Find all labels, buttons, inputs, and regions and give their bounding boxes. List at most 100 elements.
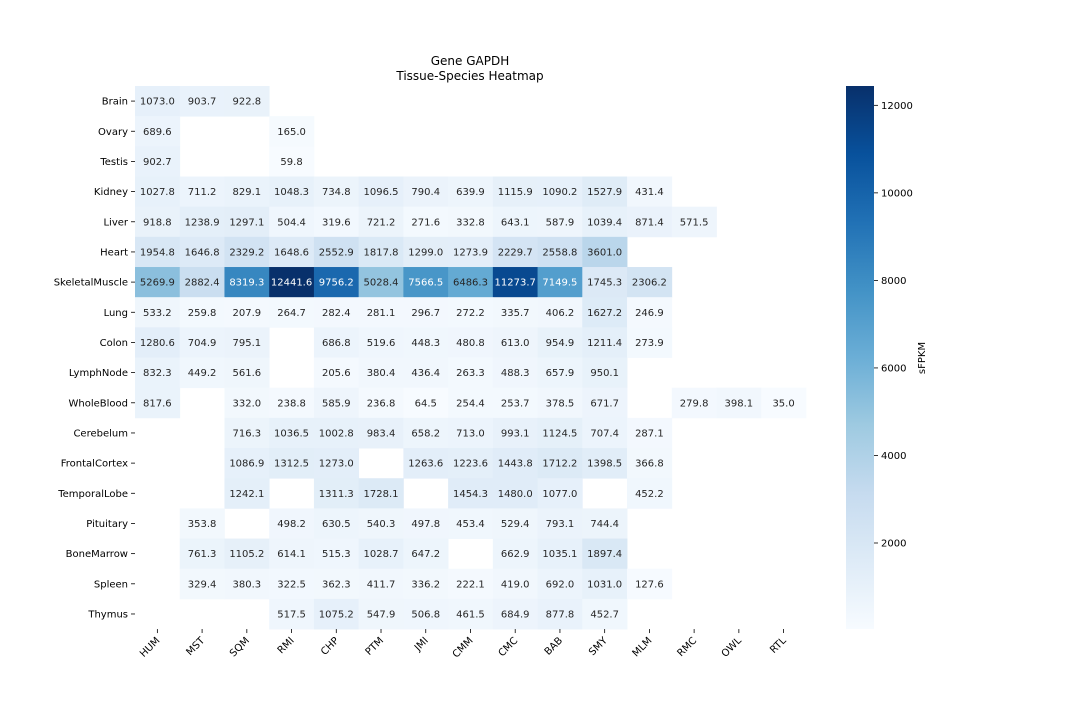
cell-value-label: 380.4 (367, 368, 396, 379)
cell-value-label: 1627.2 (587, 308, 622, 319)
cell-value-label: 205.6 (322, 368, 351, 379)
heatmap-cell (358, 538, 404, 570)
cell-value-label: 448.3 (411, 338, 440, 349)
heatmap-cell (492, 478, 538, 509)
cell-value-label: 127.6 (635, 579, 664, 590)
cell-value-label: 613.0 (501, 338, 530, 349)
row-label: Thymus (87, 609, 128, 620)
colorbar: 2000 4000 6000 8000 10000 12000 sFPKM (846, 86, 928, 629)
heatmap-cell (492, 176, 538, 208)
cell-value-label: 1031.0 (587, 579, 622, 590)
colorbar-tick-label: 8000 (881, 276, 906, 287)
cell-value-label: 744.4 (590, 519, 619, 530)
cell-value-label: 12441.6 (271, 278, 312, 289)
column-labels: HUM MST SQM RMI CHP PTM JMI CMM CMC BAB SMY MLM RMC O… (138, 629, 789, 660)
chart-subtitle: Tissue-Species Heatmap (395, 69, 543, 83)
heatmap-cell (627, 297, 673, 328)
heatmap-cell (179, 538, 225, 570)
heatmap-cell (448, 387, 494, 419)
heatmap-cell (492, 538, 538, 570)
heatmap-cell (403, 267, 449, 298)
cell-value-label: 1312.5 (274, 459, 309, 470)
heatmap-cell (403, 236, 449, 268)
colorbar-tick-label: 10000 (881, 188, 913, 199)
heatmap-cell (224, 357, 270, 389)
row-label: Kidney (94, 187, 128, 198)
cell-value-label: 903.7 (188, 97, 217, 108)
row-label: Brain (102, 97, 128, 108)
heatmap-cell (135, 146, 181, 177)
heatmap-cell (492, 206, 538, 238)
heatmap-cell (224, 387, 270, 419)
heatmap-cell (492, 297, 538, 328)
heatmap-cell (537, 387, 583, 419)
heatmap-cell (269, 538, 315, 570)
heatmap-cell (403, 297, 449, 328)
heatmap-cell (492, 508, 538, 539)
heatmap-cell (403, 598, 449, 630)
heatmap-cell (582, 538, 628, 570)
heatmap-cell (448, 297, 494, 328)
heatmap-cell (135, 267, 181, 298)
heatmap-cell (403, 508, 449, 539)
cell-value-label: 1745.3 (587, 278, 622, 289)
heatmap-cell (537, 478, 583, 509)
heatmap-cell (448, 508, 494, 539)
cell-value-label: 1115.9 (498, 187, 533, 198)
cell-value-label: 9756.2 (319, 278, 354, 289)
row-label: Cerebelum (73, 428, 128, 439)
cell-value-label: 6486.3 (453, 278, 488, 289)
cell-value-label: 1954.8 (140, 247, 175, 258)
heatmap-cell (537, 267, 583, 298)
cell-value-label: 353.8 (188, 519, 217, 530)
cell-value-label: 1299.0 (408, 247, 443, 258)
column-label: JMI (412, 635, 431, 654)
heatmap-cell (448, 267, 494, 298)
heatmap-cell (582, 206, 628, 238)
heatmap-cell (135, 236, 181, 268)
column-label: RMC (676, 635, 700, 659)
heatmap-cell (537, 206, 583, 238)
heatmap-cell (224, 297, 270, 328)
heatmap-cell (537, 417, 583, 449)
cell-value-label: 480.8 (456, 338, 485, 349)
heatmap-cell (492, 598, 538, 630)
heatmap-cell (269, 387, 315, 419)
heatmap-cell (313, 387, 360, 419)
cell-value-label: 829.1 (233, 187, 262, 198)
heatmap-cell (135, 297, 181, 328)
heatmap-cell (492, 267, 538, 298)
heatmap-cell (448, 206, 494, 238)
column-label: OWL (720, 635, 745, 660)
cell-value-label: 1096.5 (364, 187, 399, 198)
cell-value-label: 1527.9 (587, 187, 622, 198)
cell-value-label: 790.4 (411, 187, 440, 198)
colorbar-label: sFPKM (917, 342, 928, 374)
heatmap-cell (179, 297, 225, 328)
heatmap-cell (492, 568, 538, 600)
heatmap-cell (358, 417, 404, 449)
heatmap-cell (403, 206, 449, 238)
cell-value-label: 506.8 (411, 609, 440, 620)
column-label: RTL (768, 635, 789, 656)
cell-value-label: 1027.8 (140, 187, 175, 198)
cell-value-label: 287.1 (635, 428, 664, 439)
cell-value-label: 35.0 (772, 398, 794, 409)
cell-value-label: 1817.8 (364, 247, 399, 258)
cell-value-label: 1480.0 (498, 489, 533, 500)
cell-value-label: 498.2 (277, 519, 306, 530)
heatmap-cell (448, 357, 494, 389)
cell-value-label: 2329.2 (229, 247, 264, 258)
heatmap-cell (224, 448, 270, 479)
cell-value-label: 7149.5 (542, 278, 577, 289)
heatmap-cell (313, 568, 360, 600)
heatmap-cell (403, 448, 449, 479)
cell-value-label: 2229.7 (498, 247, 533, 258)
heatmap-cell (403, 327, 449, 358)
heatmap-cell (358, 598, 404, 630)
heatmap-cell (448, 176, 494, 208)
heatmap-cell (627, 176, 673, 208)
cell-value-label: 547.9 (367, 609, 396, 620)
cell-value-label: 1002.8 (319, 428, 354, 439)
heatmap-cell (627, 568, 673, 600)
